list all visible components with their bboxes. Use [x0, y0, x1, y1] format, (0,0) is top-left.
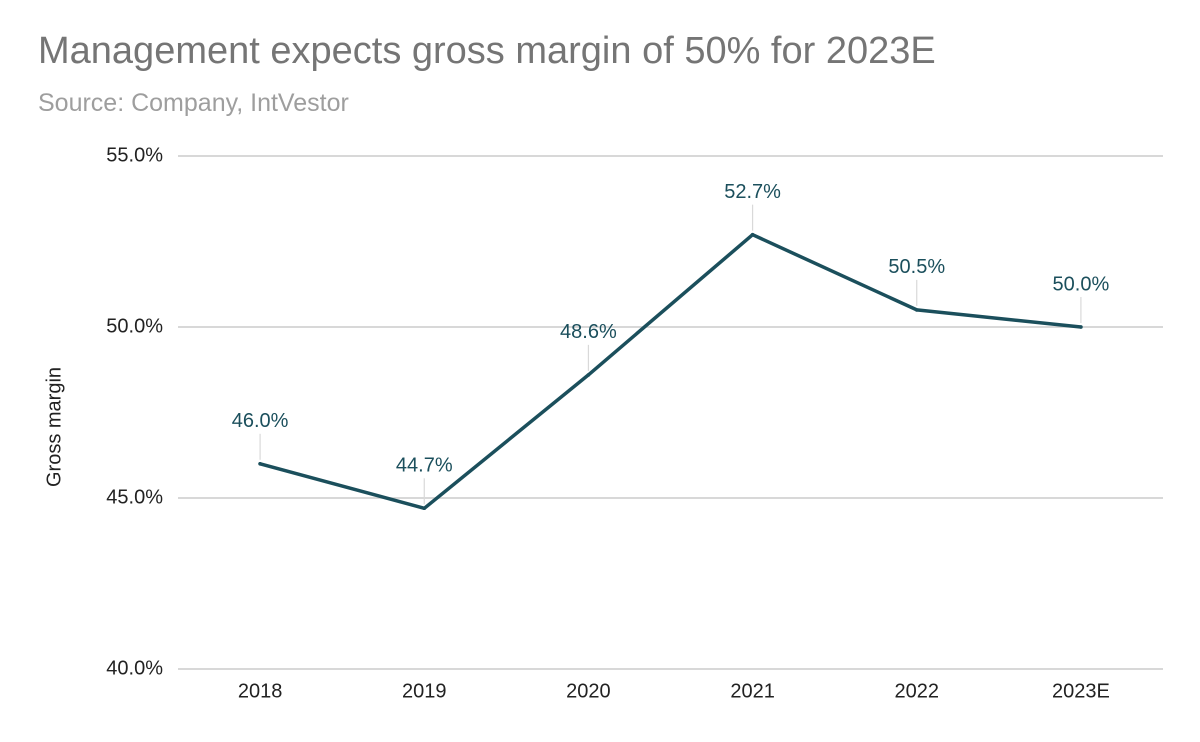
x-tick-label: 2018	[238, 680, 283, 702]
y-tick-labels: 40.0% 45.0% 50.0% 55.0%	[106, 144, 163, 679]
data-label: 50.0%	[1053, 273, 1110, 295]
data-point	[914, 308, 919, 312]
x-tick-label: 2023E	[1052, 680, 1110, 702]
x-tick-labels: 2018 2019 2020 2021 2022 2023E	[238, 680, 1110, 702]
x-tick-label: 2021	[730, 680, 775, 702]
y-tick-label: 50.0%	[106, 315, 163, 337]
gridlines	[178, 155, 1163, 670]
series-line	[258, 232, 1083, 511]
data-labels: 46.0% 44.7% 48.6% 52.7% 50.5% 50.0%	[232, 181, 1110, 477]
data-label: 44.7%	[396, 455, 453, 477]
x-tick-label: 2020	[566, 680, 611, 702]
y-axis-title: Gross margin	[43, 367, 65, 487]
data-point	[422, 506, 427, 511]
y-tick-label: 45.0%	[106, 486, 163, 508]
data-point	[750, 232, 755, 237]
data-label: 52.7%	[724, 181, 781, 203]
data-point	[258, 462, 262, 466]
chart-subtitle: Source: Company, IntVestor	[38, 89, 349, 117]
data-point	[1079, 325, 1083, 329]
label-leaders	[259, 204, 1082, 505]
data-label: 50.5%	[888, 256, 945, 278]
x-tick-label: 2019	[402, 680, 447, 702]
chart-title: Management expects gross margin of 50% f…	[38, 30, 936, 72]
data-point	[586, 373, 591, 377]
x-tick-label: 2022	[895, 680, 940, 702]
gross-margin-line	[258, 232, 1083, 511]
y-tick-label: 40.0%	[106, 657, 163, 679]
data-label: 48.6%	[560, 321, 617, 343]
data-label: 46.0%	[232, 410, 289, 432]
y-tick-label: 55.0%	[106, 144, 163, 166]
